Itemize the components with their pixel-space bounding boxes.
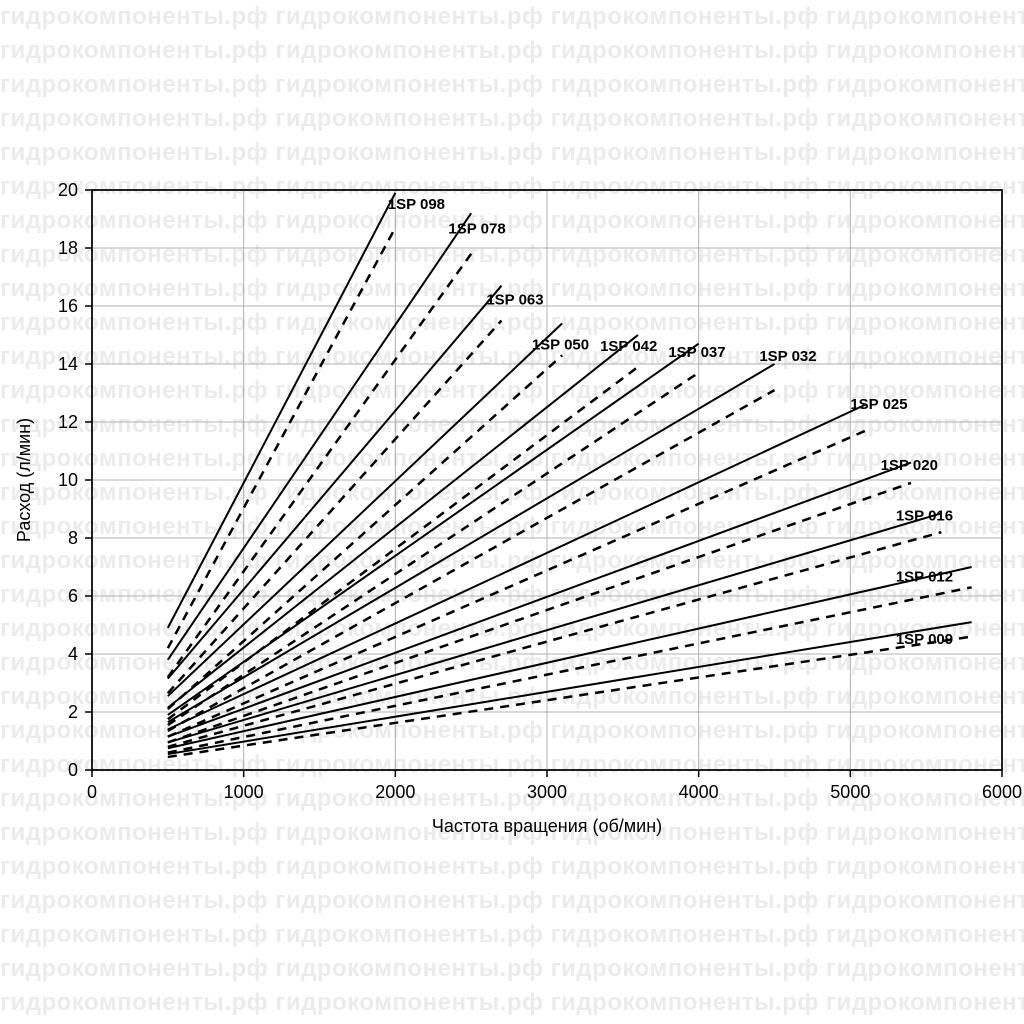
x-tick-label: 0 bbox=[87, 782, 97, 802]
y-tick-label: 12 bbox=[58, 412, 78, 432]
series-label: 1SP 032 bbox=[759, 348, 816, 365]
series-label: 1SP 020 bbox=[881, 457, 938, 474]
series-line-dashed bbox=[168, 228, 396, 649]
x-tick-label: 6000 bbox=[982, 782, 1022, 802]
series-line-solid bbox=[168, 513, 942, 742]
series-label: 1SP 025 bbox=[850, 396, 907, 413]
series-label: 1SP 078 bbox=[448, 221, 505, 238]
series-line-dashed bbox=[168, 431, 866, 737]
series-line-dashed bbox=[168, 637, 972, 757]
series-label: 1SP 042 bbox=[600, 338, 657, 355]
series-label: 1SP 098 bbox=[388, 196, 445, 213]
y-tick-label: 2 bbox=[68, 702, 78, 722]
y-tick-label: 20 bbox=[58, 180, 78, 200]
y-tick-label: 14 bbox=[58, 354, 78, 374]
series-line-solid bbox=[168, 335, 638, 708]
series-label: 1SP 050 bbox=[532, 337, 589, 354]
series-label: 1SP 063 bbox=[486, 292, 543, 309]
series-line-solid bbox=[168, 213, 471, 660]
y-tick-label: 6 bbox=[68, 586, 78, 606]
y-tick-label: 4 bbox=[68, 644, 78, 664]
x-tick-label: 2000 bbox=[375, 782, 415, 802]
series-line-dashed bbox=[168, 483, 911, 743]
chart-container: 0 1000 2000 3000 4000 5000 6000 0 2 4 6 8 10 12 14 16 18… bbox=[0, 0, 1024, 1024]
y-tick-label: 10 bbox=[58, 470, 78, 490]
series-line-dashed bbox=[168, 355, 562, 709]
series-label: 1SP 009 bbox=[896, 631, 953, 648]
y-tick-label: 16 bbox=[58, 296, 78, 316]
x-tick-label: 3000 bbox=[527, 782, 567, 802]
series-line-solid bbox=[168, 193, 396, 628]
series-line-solid bbox=[168, 323, 562, 696]
y-tick-label: 18 bbox=[58, 238, 78, 258]
series-label: 1SP 012 bbox=[896, 569, 953, 586]
series-line-solid bbox=[168, 567, 972, 748]
x-tick-label: 4000 bbox=[679, 782, 719, 802]
series-label: 1SP 016 bbox=[896, 508, 953, 525]
flow-vs-speed-chart: 0 1000 2000 3000 4000 5000 6000 0 2 4 6 8 10 12 14 16 18… bbox=[0, 0, 1024, 1024]
y-tick-label: 8 bbox=[68, 528, 78, 548]
series-label: 1SP 037 bbox=[668, 344, 725, 361]
x-tick-label: 1000 bbox=[224, 782, 264, 802]
series-line-dashed bbox=[168, 254, 471, 677]
series-line-dashed bbox=[168, 532, 942, 747]
y-axis-label: Расход (л/мин) bbox=[14, 418, 34, 542]
x-tick-label: 5000 bbox=[830, 782, 870, 802]
y-tick-label: 0 bbox=[68, 760, 78, 780]
x-axis-label: Частота вращения (об/мин) bbox=[432, 816, 662, 836]
series-line-solid bbox=[168, 622, 972, 754]
